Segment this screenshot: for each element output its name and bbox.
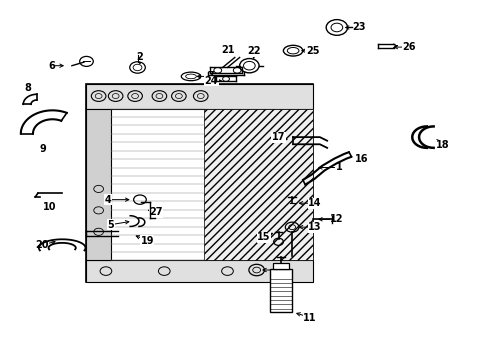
- Bar: [86, 84, 312, 109]
- Bar: [86, 260, 312, 282]
- Text: 24: 24: [204, 76, 218, 86]
- Text: 27: 27: [149, 207, 163, 217]
- Text: 9: 9: [39, 144, 46, 154]
- Text: 19: 19: [140, 236, 154, 246]
- Bar: [86, 84, 312, 282]
- Text: 1: 1: [335, 162, 342, 172]
- Text: 20: 20: [35, 240, 48, 250]
- Text: 14: 14: [307, 198, 321, 208]
- Bar: [203, 109, 312, 260]
- Bar: [273, 263, 288, 269]
- Text: 15: 15: [257, 232, 270, 242]
- Text: 18: 18: [435, 140, 449, 150]
- Text: 8: 8: [24, 83, 32, 93]
- Text: 26: 26: [401, 42, 415, 52]
- Text: 12: 12: [329, 214, 343, 224]
- Text: 6: 6: [48, 61, 55, 71]
- Text: 22: 22: [246, 46, 260, 57]
- Text: 5: 5: [107, 220, 114, 230]
- Text: 21: 21: [221, 45, 235, 55]
- Text: 7: 7: [206, 71, 213, 81]
- Bar: [270, 269, 291, 312]
- Text: 13: 13: [307, 222, 321, 232]
- Text: 17: 17: [271, 132, 285, 142]
- Text: 11: 11: [303, 312, 316, 323]
- Text: 2: 2: [136, 52, 143, 62]
- Text: 4: 4: [105, 195, 111, 204]
- Text: 16: 16: [354, 154, 367, 163]
- Bar: [86, 109, 111, 260]
- Text: 25: 25: [305, 46, 319, 56]
- Text: 3: 3: [275, 265, 282, 275]
- Text: 23: 23: [351, 22, 365, 32]
- Text: 10: 10: [43, 202, 57, 212]
